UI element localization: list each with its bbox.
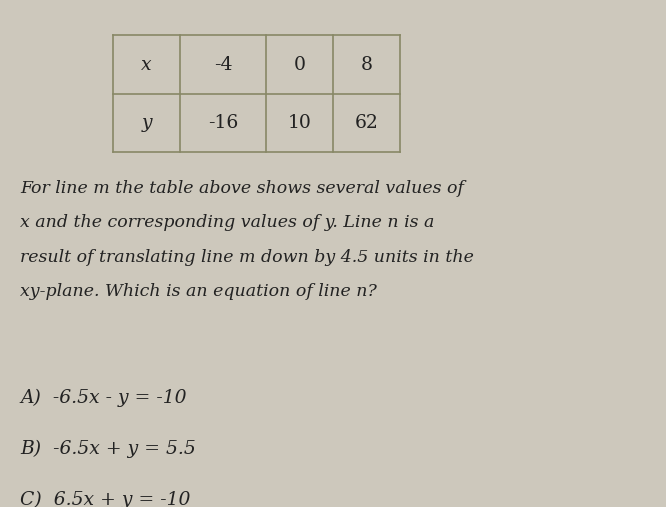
Text: -16: -16 — [208, 114, 238, 132]
Text: 8: 8 — [360, 56, 372, 74]
Text: A)  -6.5x - y = -10: A) -6.5x - y = -10 — [20, 389, 186, 407]
Text: x: x — [141, 56, 152, 74]
Text: x and the corresponding values of y. Line n is a: x and the corresponding values of y. Lin… — [20, 214, 434, 232]
Text: For line m the table above shows several values of: For line m the table above shows several… — [20, 180, 464, 197]
Text: 10: 10 — [288, 114, 312, 132]
Text: 62: 62 — [354, 114, 378, 132]
Text: 0: 0 — [294, 56, 306, 74]
Text: C)  6.5x + y = -10: C) 6.5x + y = -10 — [20, 490, 190, 507]
Text: xy-plane. Which is an equation of line n?: xy-plane. Which is an equation of line n… — [20, 283, 377, 301]
Text: y: y — [141, 114, 152, 132]
Text: -4: -4 — [214, 56, 232, 74]
Text: result of translating line m down by 4.5 units in the: result of translating line m down by 4.5… — [20, 249, 474, 266]
Text: B)  -6.5x + y = 5.5: B) -6.5x + y = 5.5 — [20, 440, 196, 458]
